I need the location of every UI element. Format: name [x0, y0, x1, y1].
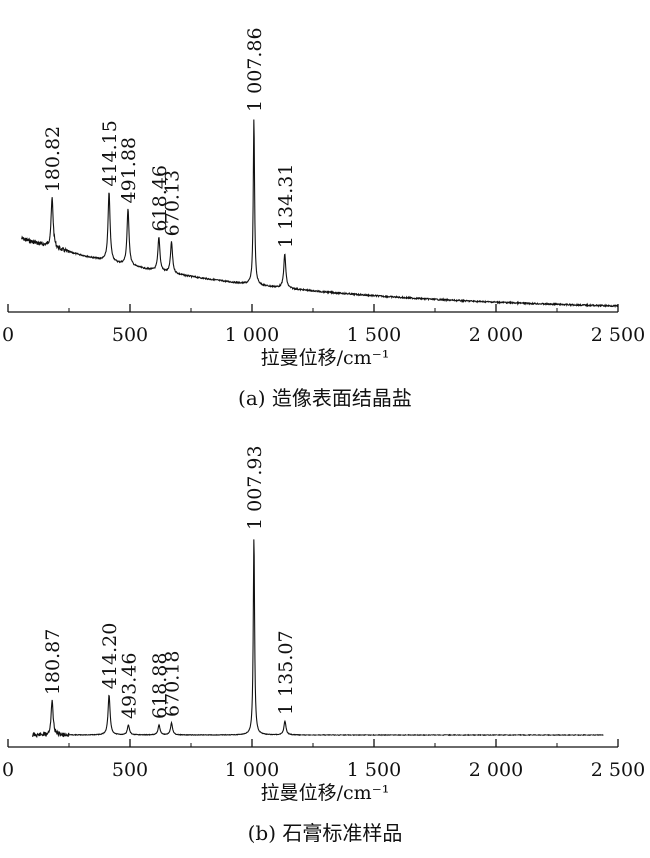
x-tick-label: 2 000 [469, 324, 523, 346]
peak-label: 1 007.86 [244, 27, 266, 112]
peak-label: 180.87 [42, 629, 64, 695]
x-tick-label: 1 500 [347, 759, 401, 781]
peak-label: 414.20 [99, 623, 121, 689]
chart-panel-b: 0 500 1 000 1 500 2 000 2 500 拉曼位移/cm⁻¹ (b) 石膏标… [0, 429, 650, 858]
x-tick-label: 1 500 [347, 324, 401, 346]
figure-caption: (a) 造像表面结晶盐 [238, 386, 412, 410]
peak-label: 180.82 [42, 126, 64, 192]
raman-spectrum-chart-b: 0 500 1 000 1 500 2 000 2 500 拉曼位移/cm⁻¹ (b) 石膏标… [2, 445, 645, 845]
peak-label: 618.46 [149, 165, 171, 231]
x-axis-title: 拉曼位移/cm⁻¹ [261, 347, 390, 369]
x-tick-label: 0 [2, 324, 14, 346]
peak-label: 618.88 [149, 653, 171, 719]
x-axis-title: 拉曼位移/cm⁻¹ [261, 782, 390, 804]
peak-label: 670.18 [162, 651, 184, 717]
peak-label: 493.46 [118, 653, 140, 719]
x-tick-label: 500 [112, 759, 148, 781]
peak-label: 1 135.07 [275, 630, 297, 715]
peak-label: 1 007.93 [244, 445, 266, 530]
spectrum-line [21, 119, 619, 308]
peak-label: 1 134.31 [275, 164, 297, 249]
x-tick-label: 2 500 [591, 324, 645, 346]
peak-label: 670.13 [162, 170, 184, 236]
raman-spectrum-chart-a: 0 500 1 000 1 500 2 000 2 500 拉曼位移/cm⁻¹ (a) 造像表… [2, 27, 645, 410]
x-tick-label: 0 [2, 759, 14, 781]
x-tick-label: 500 [112, 324, 148, 346]
x-tick-label: 1 000 [225, 759, 279, 781]
x-tick-label: 2 000 [469, 759, 523, 781]
chart-panel-a: 0 500 1 000 1 500 2 000 2 500 拉曼位移/cm⁻¹ (a) 造像表… [2, 27, 645, 410]
x-tick-label: 2 500 [591, 759, 645, 781]
x-tick-label: 1 000 [225, 324, 279, 346]
spectrum-line [31, 539, 604, 739]
peak-label: 491.88 [118, 137, 140, 203]
peak-label: 414.15 [99, 120, 121, 186]
figure-caption: (b) 石膏标准样品 [248, 821, 403, 845]
